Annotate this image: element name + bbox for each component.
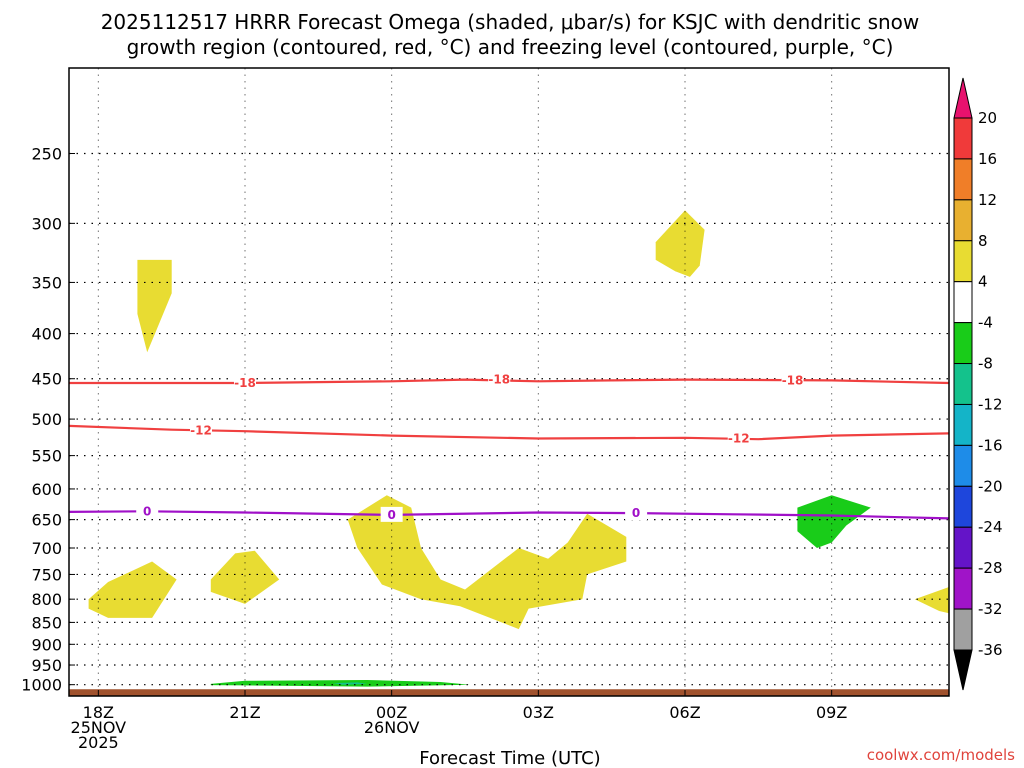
x-tick-label-3-0: 21Z — [229, 703, 260, 722]
omega-region-1 — [655, 210, 705, 277]
colorbar-swatch-1 — [953, 158, 973, 201]
plot-area: -18 -18 -18 -12 -12 0 0 0 — [68, 67, 950, 697]
colorbar-swatch-10 — [953, 526, 973, 569]
colorbar-label-2: 12 — [978, 191, 997, 209]
colorbar-swatch-5 — [953, 322, 973, 365]
y-tick-label-1000: 1000 — [21, 676, 62, 695]
colorbar-swatch-2 — [953, 199, 973, 242]
y-tick-label-750: 750 — [31, 565, 62, 584]
y-tick-label-900: 900 — [31, 635, 62, 654]
colorbar-label-5: -4 — [978, 314, 993, 332]
y-tick-label-500: 500 — [31, 410, 62, 429]
colorbar-swatch-11 — [953, 567, 973, 610]
contour-label--18-1: -18 — [488, 373, 510, 387]
x-tick-label-9-0: 03Z — [523, 703, 554, 722]
contour-label--18-2: -18 — [782, 373, 804, 387]
contour-label-0-2: 0 — [632, 506, 640, 520]
omega-region-2 — [88, 561, 177, 618]
omega-region-6 — [914, 587, 949, 614]
omega-region-5 — [797, 495, 871, 548]
y-tick-label-400: 400 — [31, 325, 62, 344]
contour-line-0 — [69, 510, 949, 520]
x-tick-label-0-1: 25NOV — [71, 718, 127, 737]
colorbar-swatch-6 — [953, 363, 973, 405]
colorbar-top-arrow — [953, 77, 973, 119]
colorbar-label-12: -32 — [978, 600, 1003, 618]
colorbar-label-9: -20 — [978, 477, 1003, 495]
colorbar-swatch-12 — [953, 608, 973, 651]
omega-region-8 — [333, 682, 368, 685]
colorbar-label-3: 8 — [978, 232, 988, 250]
contour-label-0-0: 0 — [143, 504, 151, 518]
x-axis-label: Forecast Time (UTC) — [419, 748, 600, 768]
x-tick-label-0-2: 2025 — [78, 733, 119, 752]
omega-region-0 — [137, 259, 172, 353]
y-axis: 250 300 350 400 450 500 550 600 650 700 750 800 850 9… — [21, 144, 75, 695]
colorbar-label-4: 4 — [978, 273, 988, 291]
colorbar-swatch-4 — [953, 281, 973, 324]
colorbar-label-0: 20 — [978, 109, 997, 127]
contour-label--18-0: -18 — [234, 376, 256, 390]
x-tick-label-6-1: 26NOV — [364, 718, 420, 737]
colorbar-swatch-0 — [953, 117, 973, 160]
terrain-band — [69, 689, 949, 696]
y-tick-label-850: 850 — [31, 613, 62, 632]
contour-label--12-0: -12 — [190, 423, 212, 437]
plot-frame — [68, 67, 950, 697]
y-tick-label-950: 950 — [31, 656, 62, 675]
colorbar-label-8: -16 — [978, 436, 1003, 454]
y-tick-label-550: 550 — [31, 447, 62, 466]
x-tick-label-15-0: 09Z — [816, 703, 847, 722]
y-tick-label-350: 350 — [31, 273, 62, 292]
x-tick-label-6-0: 00Z — [376, 703, 407, 722]
credit-link[interactable]: coolwx.com/models — [867, 746, 1015, 764]
omega-region-4 — [347, 495, 627, 630]
colorbar-label-11: -28 — [978, 559, 1003, 577]
contour-label--12-1: -12 — [728, 432, 750, 446]
colorbar-label-13: -36 — [978, 641, 1003, 659]
colorbar-swatch-3 — [953, 240, 973, 283]
colorbar-label-7: -12 — [978, 395, 1003, 413]
colorbar-label-1: 16 — [978, 150, 997, 168]
y-tick-label-450: 450 — [31, 370, 62, 389]
x-tick-label-12-0: 06Z — [669, 703, 700, 722]
colorbar-label-10: -24 — [978, 518, 1003, 536]
colorbar-bottom-arrow — [953, 649, 973, 691]
colorbar-swatch-8 — [953, 444, 973, 487]
colorbar: 20 16 12 8 4 -4 -8 -12 -16 -20 -24 -28 -32 -36 — [953, 77, 1003, 691]
y-tick-label-800: 800 — [31, 590, 62, 609]
y-tick-label-250: 250 — [31, 144, 62, 163]
y-tick-label-700: 700 — [31, 539, 62, 558]
colorbar-label-6: -8 — [978, 355, 993, 373]
y-tick-label-650: 650 — [31, 511, 62, 530]
x-tick-label-0-0: 18Z — [83, 703, 114, 722]
y-tick-label-300: 300 — [31, 214, 62, 233]
y-tick-label-600: 600 — [31, 480, 62, 499]
omega-region-3 — [210, 550, 280, 604]
contour-label-0-1: 0 — [387, 508, 395, 522]
colorbar-swatch-9 — [953, 485, 973, 528]
chart-title-line-1: 2025112517 HRRR Forecast Omega (shaded, … — [101, 10, 920, 34]
chart-title-line-2: growth region (contoured, red, °C) and f… — [127, 35, 894, 59]
colorbar-swatch-7 — [953, 403, 973, 446]
